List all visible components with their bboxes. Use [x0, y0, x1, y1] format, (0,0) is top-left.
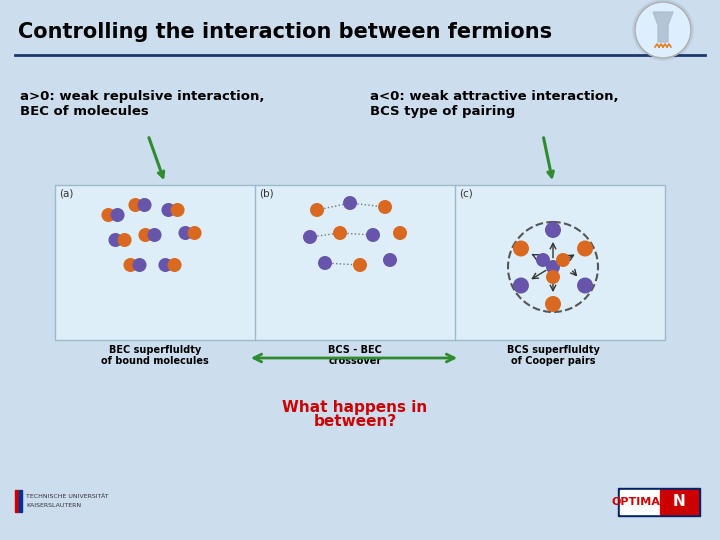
Text: OPTIMAS: OPTIMAS — [611, 497, 668, 507]
Text: BEC superfluldty: BEC superfluldty — [109, 345, 201, 355]
Text: between?: between? — [313, 414, 397, 429]
Circle shape — [310, 203, 324, 217]
Circle shape — [383, 253, 397, 267]
Bar — [620, 490, 660, 514]
Circle shape — [343, 196, 357, 210]
Circle shape — [633, 0, 693, 60]
Text: (b): (b) — [259, 189, 274, 199]
Circle shape — [378, 200, 392, 214]
Circle shape — [556, 253, 570, 267]
Bar — [55, 185, 665, 340]
Bar — [660, 490, 698, 514]
Circle shape — [138, 198, 151, 212]
Circle shape — [102, 208, 115, 222]
Text: KAISERSLAUTERN: KAISERSLAUTERN — [26, 503, 81, 508]
Circle shape — [111, 208, 125, 222]
Text: BEC of molecules: BEC of molecules — [20, 105, 149, 118]
Circle shape — [171, 203, 184, 217]
Bar — [618, 488, 700, 516]
Circle shape — [577, 240, 593, 256]
Circle shape — [109, 233, 122, 247]
Text: crossover: crossover — [328, 356, 382, 366]
Text: BCS superfluldty: BCS superfluldty — [507, 345, 600, 355]
Circle shape — [536, 253, 550, 267]
Circle shape — [546, 260, 560, 274]
Text: (a): (a) — [59, 189, 73, 199]
Circle shape — [148, 228, 161, 242]
Circle shape — [513, 278, 529, 294]
Circle shape — [128, 198, 143, 212]
Circle shape — [366, 228, 380, 242]
Circle shape — [123, 258, 138, 272]
Polygon shape — [653, 12, 673, 42]
Bar — [19, 490, 22, 512]
Circle shape — [545, 296, 561, 312]
Circle shape — [132, 258, 147, 272]
Bar — [15, 490, 18, 512]
Text: What happens in: What happens in — [282, 400, 428, 415]
Circle shape — [577, 278, 593, 294]
Text: (c): (c) — [459, 189, 473, 199]
Text: a>0: weak repulsive interaction,: a>0: weak repulsive interaction, — [20, 90, 264, 103]
Circle shape — [138, 228, 153, 242]
Circle shape — [635, 2, 691, 58]
Text: BCS type of pairing: BCS type of pairing — [370, 105, 516, 118]
Text: BCS - BEC: BCS - BEC — [328, 345, 382, 355]
Circle shape — [393, 226, 407, 240]
Circle shape — [158, 258, 173, 272]
Circle shape — [513, 240, 529, 256]
Circle shape — [187, 226, 202, 240]
Circle shape — [546, 270, 560, 284]
Text: Controlling the interaction between fermions: Controlling the interaction between ferm… — [18, 22, 552, 42]
Text: of bound molecules: of bound molecules — [101, 356, 209, 366]
Circle shape — [333, 226, 347, 240]
Circle shape — [318, 256, 332, 270]
Text: TECHNISCHE UNIVERSITÄT: TECHNISCHE UNIVERSITÄT — [26, 494, 109, 499]
Text: N: N — [672, 495, 685, 510]
Text: a<0: weak attractive interaction,: a<0: weak attractive interaction, — [370, 90, 618, 103]
Circle shape — [117, 233, 132, 247]
Circle shape — [303, 230, 317, 244]
Circle shape — [161, 203, 176, 217]
Circle shape — [179, 226, 192, 240]
Circle shape — [168, 258, 181, 272]
Text: of Cooper pairs: of Cooper pairs — [510, 356, 595, 366]
Circle shape — [353, 258, 367, 272]
Circle shape — [545, 222, 561, 238]
